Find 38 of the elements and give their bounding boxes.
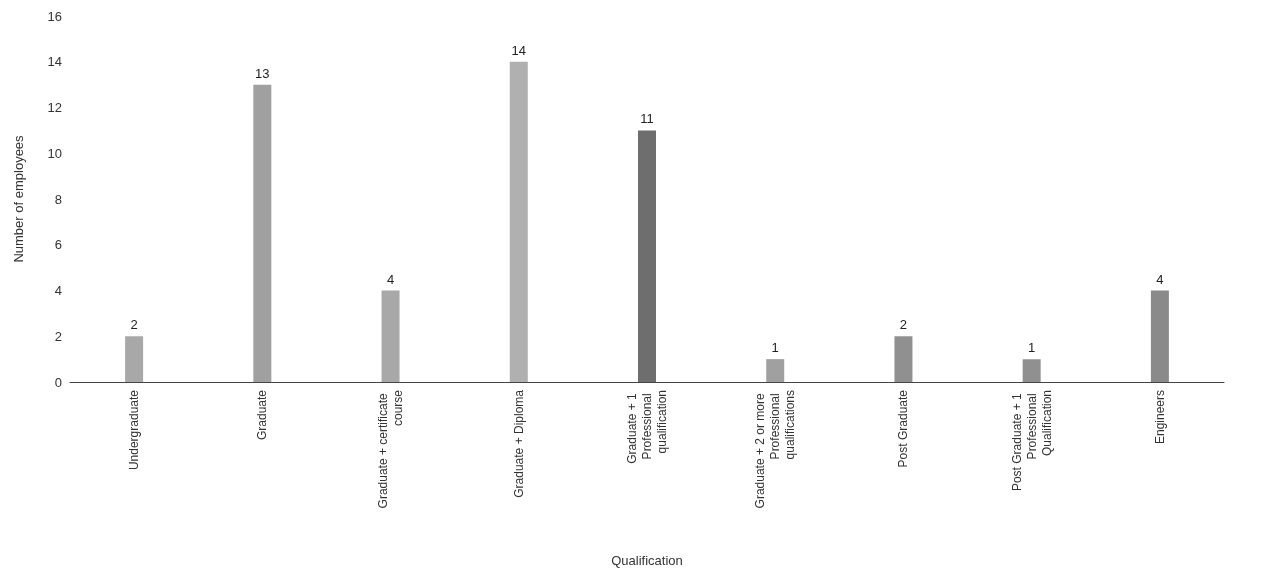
data-label: 2 xyxy=(130,317,138,333)
y-tick-label: 8 xyxy=(54,191,62,207)
data-label: 13 xyxy=(255,65,270,81)
x-axis-title: Qualification xyxy=(611,553,683,568)
bar xyxy=(894,336,913,382)
bar xyxy=(509,61,528,382)
data-label: 11 xyxy=(640,111,654,127)
bar xyxy=(253,84,272,382)
x-tick-label: Undergraduate xyxy=(127,389,142,471)
y-axis-title: Number of employees xyxy=(11,134,26,263)
data-label: 14 xyxy=(511,42,527,58)
x-tick-label: Graduate xyxy=(255,389,270,441)
bar xyxy=(766,359,785,382)
x-tick-label: Graduate + 1 Professional qualification xyxy=(625,390,669,464)
y-tick-label: 14 xyxy=(47,54,62,70)
data-label: 4 xyxy=(386,271,395,287)
data-label: 4 xyxy=(1156,271,1164,287)
x-tick-label: Graduate + 2 or more Professional qualifications xyxy=(753,390,798,509)
y-tick-label: 0 xyxy=(54,374,62,390)
x-tick-label: Post Graduate xyxy=(896,389,911,468)
y-tick-label: 4 xyxy=(54,283,62,298)
x-tick-label: Engineers xyxy=(1152,390,1167,445)
data-label: 1 xyxy=(1028,340,1036,356)
bar xyxy=(125,336,144,382)
y-tick-label: 2 xyxy=(54,328,62,344)
bar xyxy=(1150,290,1169,382)
bar xyxy=(638,130,656,382)
x-tick-label: Graduate + certificate course xyxy=(376,389,406,509)
bar xyxy=(381,290,400,382)
y-tick-label: 12 xyxy=(47,100,62,115)
y-tick-label: 6 xyxy=(54,237,62,253)
y-tick-label: 10 xyxy=(47,145,62,161)
data-label: 2 xyxy=(899,317,908,333)
data-label: 1 xyxy=(771,340,779,356)
x-tick-label: Post Graduate + 1 Professional Qualification xyxy=(1009,390,1054,492)
bar xyxy=(1022,359,1041,382)
y-tick-label: 16 xyxy=(47,8,62,24)
x-tick-label: Graduate + Diploma xyxy=(511,389,526,498)
